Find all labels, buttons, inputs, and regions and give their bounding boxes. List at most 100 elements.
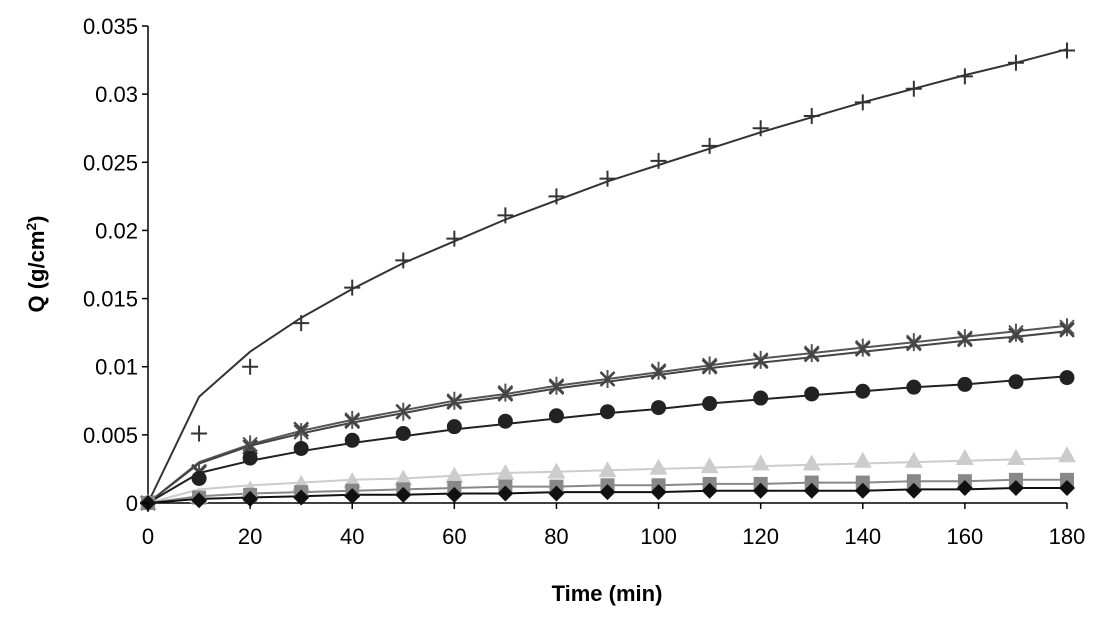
data-point-triangle	[751, 454, 770, 471]
fit-lines	[147, 48, 1068, 504]
data-point-triangle	[394, 469, 413, 486]
x-tick-label: 80	[544, 524, 568, 549]
data-point-diamond	[650, 484, 667, 501]
x-tick-label: 160	[947, 524, 984, 549]
data-point-diamond	[752, 482, 769, 499]
data-point-circle	[1008, 374, 1024, 390]
data-point-triangle	[955, 449, 974, 466]
data-point-x-cross	[293, 421, 310, 438]
data-point-circle	[804, 386, 820, 402]
data-point-circle	[242, 450, 258, 466]
data-point-circle	[293, 440, 309, 456]
data-point-circle	[957, 376, 973, 392]
data-point-square	[1060, 472, 1074, 487]
data-point-plus	[803, 107, 820, 124]
data-point-diamond	[293, 489, 310, 506]
data-point-star	[1059, 318, 1075, 337]
data-point-diamond	[1059, 480, 1075, 497]
data-point-x-cross	[803, 346, 820, 363]
ticks: 0 0.005 0.01 0.015 0.02 0.025 0.03 0.035 0 20 40 60…	[83, 14, 1085, 549]
data-point-diamond	[854, 482, 871, 499]
y-axis-title-sup: 2	[23, 223, 39, 231]
data-point-circle	[344, 432, 360, 448]
y-tick-label: 0.015	[83, 287, 138, 312]
data-point-x-cross	[854, 341, 871, 357]
x-tick-label: 140	[844, 524, 881, 549]
data-point-triangle	[496, 464, 515, 481]
data-point-diamond	[242, 490, 259, 507]
data-point-plus	[956, 68, 973, 85]
data-point-triangle	[445, 466, 464, 483]
data-point-square	[855, 475, 870, 490]
data-point-plus	[650, 152, 667, 169]
data-point-plus	[344, 279, 361, 296]
data-point-square	[804, 475, 819, 490]
data-point-square	[1008, 472, 1023, 487]
data-point-plus	[599, 170, 616, 187]
data-point-x-cross	[395, 403, 412, 420]
data-point-triangle	[802, 454, 821, 471]
data-point-triangle	[649, 458, 668, 475]
data-point-plus	[701, 137, 718, 154]
data-point-x-cross	[497, 386, 514, 402]
y-axis-title-main: Q (g/cm	[24, 231, 49, 313]
data-point-square	[906, 474, 921, 489]
data-point-circle	[753, 390, 769, 406]
data-point-diamond	[344, 488, 361, 505]
x-axis-title: Time (min)	[552, 581, 663, 606]
data-point-diamond	[905, 482, 922, 499]
data-point-triangle	[547, 462, 566, 479]
data-point-diamond	[191, 492, 208, 509]
data-point-plus	[242, 358, 259, 375]
y-tick-label: 0.02	[95, 218, 138, 243]
data-point-plus	[293, 315, 310, 332]
x-tick-label: 100	[640, 524, 677, 549]
x-tick-label: 60	[442, 524, 466, 549]
data-point-x-cross	[650, 364, 667, 381]
x-tick-label: 20	[238, 524, 262, 549]
data-point-diamond	[446, 486, 463, 503]
data-point-plus	[1007, 54, 1024, 71]
data-point-triangle	[1058, 446, 1076, 463]
data-point-circle	[497, 413, 513, 429]
data-point-plus	[905, 80, 922, 97]
y-axis-title-close: )	[24, 215, 49, 222]
data-point-x-cross	[752, 353, 769, 370]
data-point-plus	[497, 207, 514, 224]
x-tick-label: 0	[142, 524, 154, 549]
y-tick-label: 0	[126, 491, 138, 516]
y-tick-label: 0.03	[95, 82, 138, 107]
data-point-x-cross	[242, 439, 258, 456]
data-point-x-cross	[599, 371, 616, 387]
data-point-diamond	[1007, 480, 1024, 497]
data-point-x-cross	[957, 331, 973, 348]
data-point-x-cross	[1059, 322, 1075, 338]
data-point-x-cross	[1008, 327, 1024, 344]
data-point-plus	[395, 252, 412, 269]
data-point-triangle	[1006, 449, 1025, 466]
y-tick-label: 0.005	[83, 423, 138, 448]
data-point-star	[1008, 323, 1024, 342]
data-point-triangle	[853, 451, 872, 468]
data-point-x-cross	[344, 413, 361, 430]
data-point-diamond	[599, 484, 616, 501]
data-point-triangle	[598, 461, 617, 478]
y-tick-label: 0.01	[95, 355, 138, 380]
data-point-star	[242, 435, 258, 454]
data-point-star	[293, 423, 309, 442]
y-tick-label: 0.035	[83, 14, 138, 39]
data-point-circle	[855, 383, 871, 399]
data-markers	[139, 42, 1076, 512]
y-axis-title: Q (g/cm2)	[23, 215, 49, 312]
data-point-diamond	[701, 482, 718, 499]
data-point-x-cross	[548, 379, 565, 396]
data-point-triangle	[700, 457, 719, 474]
data-point-x-cross	[446, 394, 463, 411]
x-tick-label: 40	[340, 524, 364, 549]
data-point-circle	[600, 404, 615, 420]
data-point-x-cross	[905, 335, 922, 352]
axes	[147, 26, 1067, 504]
data-point-plus	[752, 120, 769, 137]
data-point-circle	[1059, 370, 1075, 386]
